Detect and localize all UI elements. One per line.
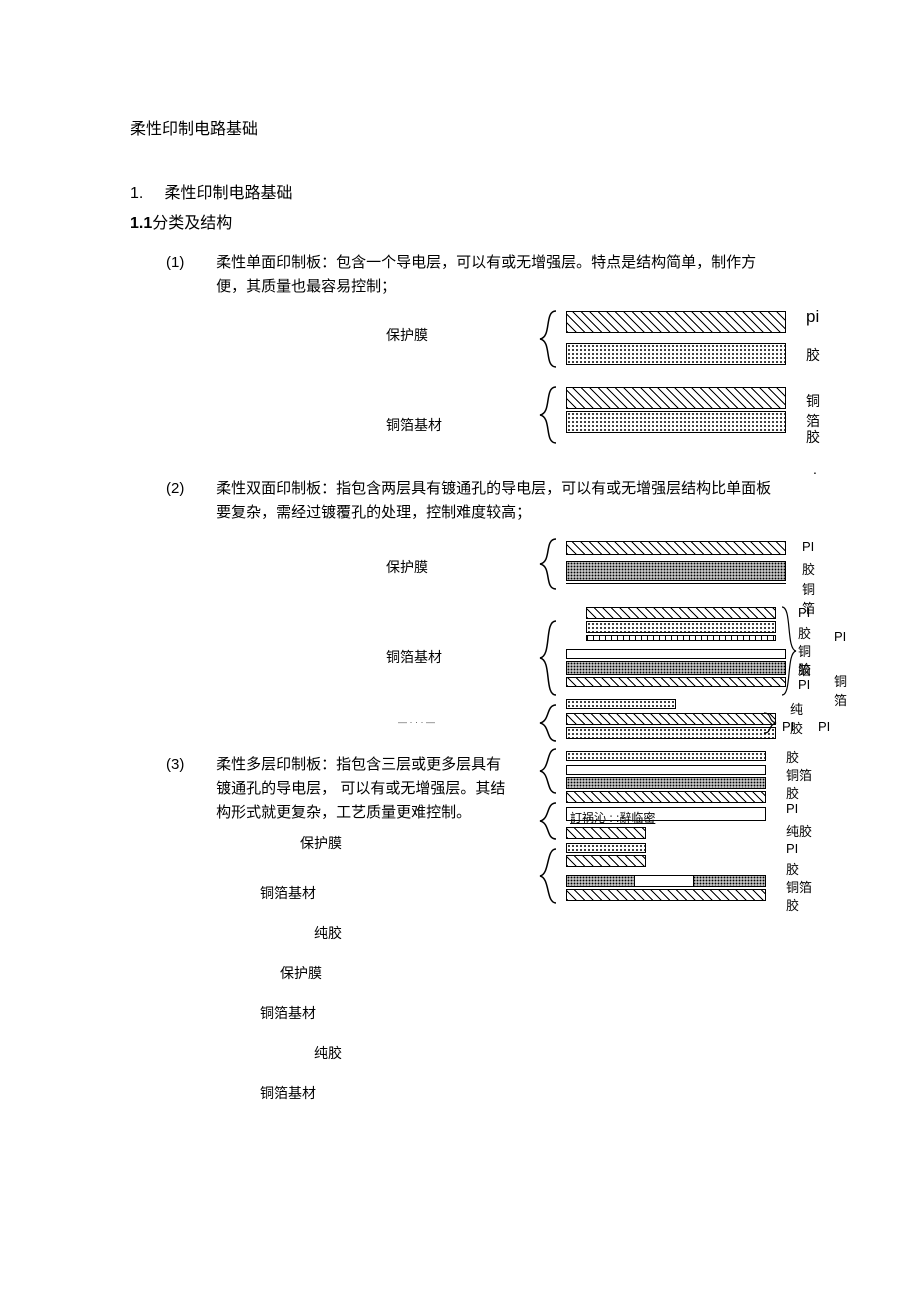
d3r: 胶 bbox=[786, 859, 799, 878]
d2r: PI bbox=[802, 539, 814, 554]
diagram-multilayer: 訂祸沁 : :辭临密 胶 铜箔 胶 PI 纯胶 PI 胶 铜箔 胶 bbox=[166, 747, 866, 927]
d2r: PI bbox=[798, 677, 810, 692]
brace-icon bbox=[536, 385, 564, 445]
d1-label-protect: 保护膜 bbox=[386, 325, 428, 345]
d2r: 胶 bbox=[798, 659, 811, 678]
col-base3: 铜箔基材 bbox=[260, 1083, 790, 1103]
brace-icon bbox=[536, 309, 564, 369]
layer bbox=[586, 607, 776, 619]
list-item-1: (1) 柔性单面印制板：包含一个导电层，可以有或无增强层。特点是结构简单，制作方… bbox=[166, 251, 790, 299]
brace-icon bbox=[536, 847, 564, 905]
d1-r-pi: pi bbox=[806, 307, 819, 327]
col-protect2: 保护膜 bbox=[280, 963, 790, 983]
brace-icon bbox=[536, 537, 564, 591]
d2r: PI bbox=[798, 605, 810, 620]
d3r: 纯胶 bbox=[786, 821, 812, 840]
col-base2: 铜箔基材 bbox=[260, 1003, 790, 1023]
d2r: 胶 bbox=[798, 623, 811, 642]
section-1-number: 1. bbox=[130, 185, 160, 203]
d2-label-base: 铜箔基材 bbox=[386, 647, 442, 667]
d2-label-protect: 保护膜 bbox=[386, 557, 428, 577]
d1-r-cu: 铜箔 bbox=[806, 391, 820, 431]
item-2-text: 柔性双面印制板：指包含两层具有镀通孔的导电层，可以有或无增强层结构比单面板要复杂… bbox=[216, 477, 776, 525]
layer bbox=[566, 727, 776, 739]
d1-r-dot: . bbox=[813, 461, 817, 477]
brace-icon bbox=[536, 801, 564, 841]
layer bbox=[566, 751, 766, 761]
d2r2: 铜箔 bbox=[834, 671, 847, 709]
section-1-1-title: 分类及结构 bbox=[152, 215, 232, 232]
layer bbox=[566, 713, 776, 725]
d2-tiny: — · · · — bbox=[398, 717, 435, 727]
d2r: 胶 bbox=[802, 559, 815, 578]
layer bbox=[566, 843, 646, 853]
d1-label-base: 铜箔基材 bbox=[386, 415, 442, 435]
d3r: PI bbox=[786, 841, 798, 856]
layer-pi bbox=[566, 311, 786, 333]
layer-copper bbox=[566, 387, 786, 409]
layer bbox=[586, 621, 776, 633]
brace-icon bbox=[536, 747, 564, 795]
layer-glue2 bbox=[566, 411, 786, 433]
layer bbox=[566, 561, 786, 581]
d2r: PI bbox=[782, 719, 794, 734]
diagram-multilayer-wrap: (3) 柔性多层印制板：指包含三层或更多层具有镀通孔的导电层， 可以有或无增强层… bbox=[130, 753, 790, 1103]
layer bbox=[566, 889, 766, 901]
d3r: 胶 bbox=[786, 895, 799, 914]
layer bbox=[566, 791, 766, 803]
layer bbox=[566, 855, 646, 867]
layer bbox=[566, 765, 766, 775]
d3r: 胶 bbox=[786, 783, 799, 802]
layer bbox=[566, 677, 786, 687]
d2r2: PI bbox=[834, 629, 846, 644]
section-1-1-heading: 1.1分类及结构 bbox=[130, 209, 790, 233]
section-1-1-number: 1.1 bbox=[130, 215, 152, 232]
item-1-text: 柔性单面印制板：包含一个导电层，可以有或无增强层。特点是结构简单，制作方便，其质… bbox=[216, 251, 776, 299]
section-1-title: 柔性印制电路基础 bbox=[164, 185, 292, 202]
d3r: 胶 bbox=[786, 747, 799, 766]
diagram-double-sided: 保护膜 铜箔基材 — · · · — bbox=[166, 533, 790, 753]
list-item-2: (2) 柔性双面印制板：指包含两层具有镀通孔的导电层，可以有或无增强层结构比单面… bbox=[166, 477, 790, 525]
layer bbox=[566, 583, 786, 591]
section-1-heading: 1. 柔性印制电路基础 bbox=[130, 179, 790, 203]
d3r: 铜箔 bbox=[786, 765, 812, 784]
d1-r-jiao: 胶 bbox=[806, 345, 820, 365]
diagram-single-sided: 保护膜 铜箔基材 pi 胶 铜箔 胶 . bbox=[166, 307, 790, 477]
item-1-index: (1) bbox=[166, 251, 212, 275]
d2r2: PI bbox=[818, 719, 830, 734]
brace-icon bbox=[536, 619, 564, 697]
d1-r-jiao2: 胶 bbox=[806, 427, 820, 447]
col-pure2: 纯胶 bbox=[314, 1043, 790, 1063]
layer bbox=[566, 699, 676, 709]
layer bbox=[566, 541, 786, 555]
layer bbox=[566, 777, 766, 789]
brace-icon bbox=[762, 711, 780, 735]
d3-note: 訂祸沁 : :辭临密 bbox=[570, 809, 655, 826]
layer bbox=[566, 661, 786, 675]
layer-glue bbox=[566, 343, 786, 365]
layer bbox=[566, 649, 786, 659]
d3r: 铜箔 bbox=[786, 877, 812, 896]
brace-icon bbox=[780, 605, 798, 697]
brace-icon bbox=[536, 703, 564, 743]
d3r: PI bbox=[786, 801, 798, 816]
layer bbox=[566, 827, 646, 839]
layer bbox=[586, 635, 776, 641]
item-2-index: (2) bbox=[166, 477, 212, 501]
layer bbox=[634, 875, 694, 887]
doc-title: 柔性印制电路基础 bbox=[130, 115, 790, 139]
